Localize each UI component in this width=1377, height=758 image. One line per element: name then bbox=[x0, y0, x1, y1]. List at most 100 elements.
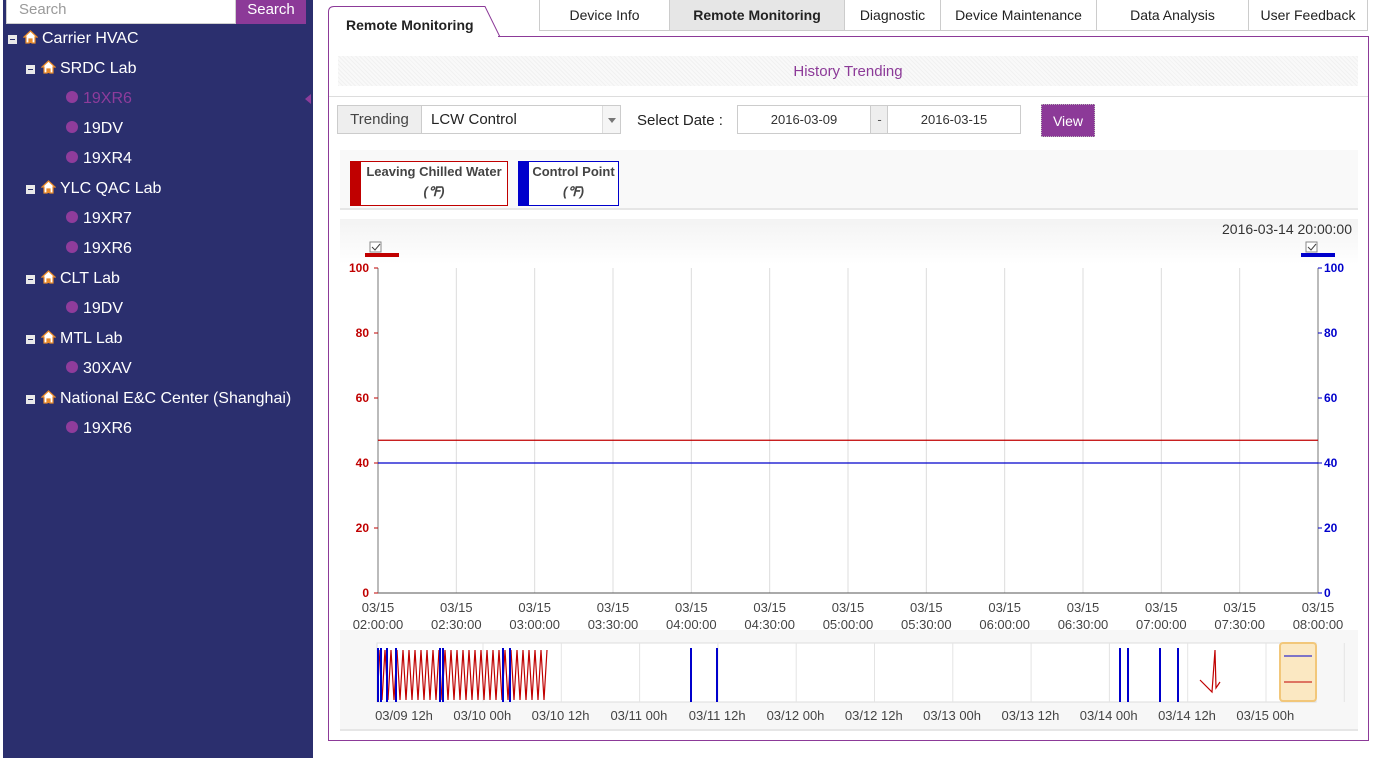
navigator-series-red bbox=[378, 649, 548, 701]
navigator-tick-label: 03/09 12h bbox=[375, 708, 433, 723]
check-icon bbox=[1307, 243, 1317, 251]
tree-group-label: MTL Lab bbox=[60, 330, 123, 347]
tree-leaf-label: 19DV bbox=[83, 120, 124, 137]
tree-group-srdc-lab[interactable]: SRDC Lab bbox=[26, 57, 136, 81]
collapse-toggle-icon[interactable] bbox=[8, 34, 17, 44]
date-from-input[interactable] bbox=[737, 105, 871, 134]
legend-item-leaving-chilled-water[interactable]: Leaving Chilled Water (℉) bbox=[350, 161, 508, 206]
chart-canvas: 0 20 40 60 80 100 0 20 40 60 80 100 03/15 02:00:00 03/… bbox=[349, 241, 1344, 629]
collapse-toggle-icon[interactable] bbox=[26, 184, 35, 194]
x-tick-time-label: 04:00:00 bbox=[666, 617, 717, 629]
tab-data-analysis[interactable]: Data Analysis bbox=[1096, 0, 1249, 31]
divider bbox=[329, 96, 1368, 97]
device-dot-icon bbox=[66, 241, 78, 253]
search-button[interactable]: Search bbox=[236, 0, 306, 24]
x-tick-time-label: 05:30:00 bbox=[901, 617, 952, 629]
y-right-tick-label: 0 bbox=[1324, 586, 1331, 600]
view-button[interactable]: View bbox=[1041, 104, 1095, 137]
tree-leaf-19xr6[interactable]: 19XR6 bbox=[66, 237, 132, 261]
trending-select[interactable]: LCW Control bbox=[422, 105, 621, 134]
y-right-tick-label: 40 bbox=[1324, 456, 1338, 470]
tree-leaf-30xav[interactable]: 30XAV bbox=[66, 357, 132, 381]
tab-remote-monitoring-active[interactable]: Remote Monitoring bbox=[328, 6, 501, 38]
x-tick-time-label: 03:30:00 bbox=[588, 617, 639, 629]
chevron-down-icon[interactable] bbox=[602, 106, 620, 133]
home-icon bbox=[40, 330, 57, 344]
axis-color-bar bbox=[1301, 253, 1335, 257]
tree-leaf-label: 19XR4 bbox=[83, 150, 132, 167]
tab-label: Device Info bbox=[569, 7, 640, 23]
collapse-toggle-icon[interactable] bbox=[26, 334, 35, 344]
navigator-series-red-tail bbox=[1199, 649, 1221, 694]
date-to-input[interactable] bbox=[887, 105, 1021, 134]
tree-leaf-label: 19XR6 bbox=[83, 90, 132, 107]
tree-leaf-19dv[interactable]: 19DV bbox=[66, 297, 123, 321]
x-tick-time-label: 04:30:00 bbox=[744, 617, 795, 629]
home-icon bbox=[22, 30, 39, 44]
device-dot-icon bbox=[66, 361, 78, 373]
home-icon bbox=[40, 60, 57, 74]
trending-select-value: LCW Control bbox=[431, 111, 517, 128]
tree-group-label: SRDC Lab bbox=[60, 60, 137, 77]
tree-group-ylc-qac-lab[interactable]: YLC QAC Lab bbox=[26, 177, 161, 201]
date-separator-text: - bbox=[877, 112, 882, 127]
tab-remote-monitoring[interactable]: Remote Monitoring bbox=[669, 0, 845, 31]
x-tick-date-label: 03/15 bbox=[675, 600, 708, 615]
tree-leaf-label: 19DV bbox=[83, 300, 124, 317]
tree-group-label: CLT Lab bbox=[60, 270, 120, 287]
y-left-tick-label: 100 bbox=[349, 261, 369, 275]
tree-leaf-19dv[interactable]: 19DV bbox=[66, 117, 123, 141]
tree-leaf-19xr6[interactable]: 19XR6 bbox=[66, 87, 132, 111]
device-dot-icon bbox=[66, 121, 78, 133]
device-dot-icon bbox=[66, 301, 78, 313]
home-icon bbox=[40, 270, 57, 284]
tab-diagnostic[interactable]: Diagnostic bbox=[844, 0, 941, 31]
tree-leaf-19xr7[interactable]: 19XR7 bbox=[66, 207, 132, 231]
select-date-label: Select Date : bbox=[637, 112, 723, 129]
section-title-text: History Trending bbox=[793, 62, 903, 80]
active-tab-label: Remote Monitoring bbox=[346, 17, 474, 33]
x-tick-date-label: 03/15 bbox=[440, 600, 473, 615]
x-tick-time-label: 02:30:00 bbox=[431, 617, 482, 629]
tree-group-carrier-hvac[interactable]: Carrier HVAC bbox=[8, 27, 139, 51]
x-tick-time-label: 07:30:00 bbox=[1214, 617, 1265, 629]
legend-item-control-point[interactable]: Control Point (℉) bbox=[518, 161, 619, 206]
x-tick-time-label: 06:30:00 bbox=[1058, 617, 1109, 629]
tree-group-national-e-c-center-shanghai[interactable]: National E&C Center (Shanghai) bbox=[26, 387, 291, 411]
search-input[interactable] bbox=[6, 0, 236, 24]
tree-group-clt-lab[interactable]: CLT Lab bbox=[26, 267, 120, 291]
active-tab-shape bbox=[328, 6, 501, 38]
collapse-toggle-icon[interactable] bbox=[26, 64, 35, 74]
tab-user-feedback[interactable]: User Feedback bbox=[1248, 0, 1368, 31]
x-tick-date-label: 03/15 bbox=[1302, 600, 1335, 615]
tree-group-label: National E&C Center (Shanghai) bbox=[60, 390, 292, 407]
x-tick-date-label: 03/15 bbox=[832, 600, 865, 615]
x-tick-time-label: 02:00:00 bbox=[353, 617, 404, 629]
x-tick-date-label: 03/15 bbox=[753, 600, 786, 615]
x-tick-date-label: 03/15 bbox=[1223, 600, 1256, 615]
tree-group-mtl-lab[interactable]: MTL Lab bbox=[26, 327, 123, 351]
navigator-range-selector bbox=[1279, 642, 1317, 702]
tree-leaf-19xr6[interactable]: 19XR6 bbox=[66, 417, 132, 441]
navigator-tick-label: 03/14 12h bbox=[1158, 708, 1216, 723]
legend: Leaving Chilled Water (℉) Control Point … bbox=[340, 150, 1358, 210]
y-left-tick-label: 60 bbox=[356, 391, 370, 405]
collapse-toggle-icon[interactable] bbox=[26, 394, 35, 404]
tree-leaf-19xr4[interactable]: 19XR4 bbox=[66, 147, 132, 171]
tab-label: Diagnostic bbox=[859, 7, 926, 23]
navigator-tick-label: 03/11 00h bbox=[610, 708, 667, 723]
navigator-tick-label: 03/10 12h bbox=[532, 708, 590, 723]
x-tick-date-label: 03/15 bbox=[910, 600, 943, 615]
tab-label: Remote Monitoring bbox=[693, 7, 821, 23]
collapse-toggle-icon[interactable] bbox=[26, 274, 35, 284]
x-tick-date-label: 03/15 bbox=[1067, 600, 1100, 615]
tab-device-maintenance[interactable]: Device Maintenance bbox=[940, 0, 1097, 31]
tab-device-info[interactable]: Device Info bbox=[539, 0, 670, 31]
navigator-canvas: 03/09 12h 03/10 00h 03/10 12h 03/11 00h 03/1… bbox=[375, 642, 1345, 723]
x-tick-date-label: 03/15 bbox=[988, 600, 1021, 615]
x-tick-date-label: 03/15 bbox=[1145, 600, 1178, 615]
tree-leaf-label: 19XR7 bbox=[83, 210, 132, 227]
legend-name: Leaving Chilled Water bbox=[366, 164, 502, 179]
y-right-tick-label: 60 bbox=[1324, 391, 1338, 405]
device-dot-icon bbox=[66, 91, 78, 103]
